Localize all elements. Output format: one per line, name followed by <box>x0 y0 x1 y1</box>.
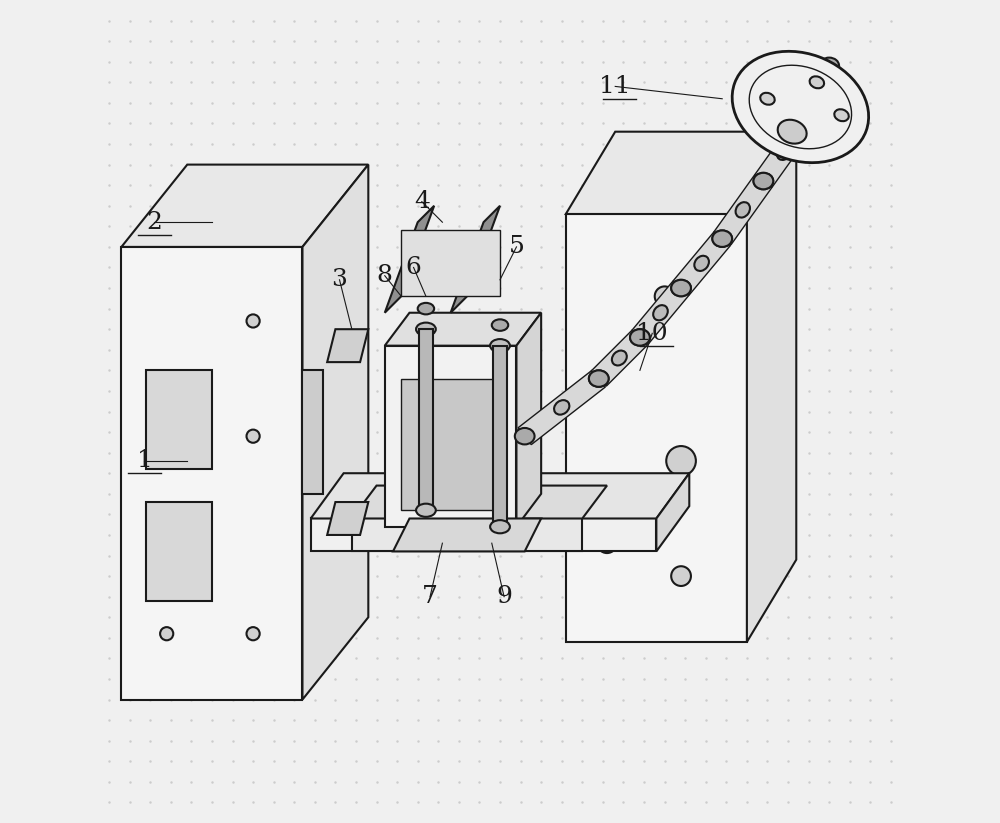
Ellipse shape <box>810 77 824 88</box>
Ellipse shape <box>612 351 627 365</box>
Polygon shape <box>451 206 500 313</box>
Polygon shape <box>673 232 730 295</box>
Polygon shape <box>518 370 605 444</box>
Ellipse shape <box>490 339 510 352</box>
Ellipse shape <box>760 93 775 105</box>
Ellipse shape <box>732 51 869 163</box>
Polygon shape <box>566 132 796 214</box>
Text: 5: 5 <box>509 235 524 258</box>
Ellipse shape <box>834 109 849 121</box>
Polygon shape <box>747 132 796 642</box>
Polygon shape <box>591 330 647 386</box>
Ellipse shape <box>416 323 436 336</box>
Text: 8: 8 <box>377 264 393 287</box>
Ellipse shape <box>515 428 535 444</box>
Ellipse shape <box>671 280 691 296</box>
Polygon shape <box>516 313 541 527</box>
Ellipse shape <box>819 58 839 74</box>
Ellipse shape <box>694 256 709 271</box>
Polygon shape <box>401 379 500 510</box>
Polygon shape <box>656 473 689 551</box>
Ellipse shape <box>490 520 510 533</box>
Text: 7: 7 <box>422 585 438 608</box>
Text: 10: 10 <box>636 322 668 345</box>
Ellipse shape <box>666 446 696 476</box>
Ellipse shape <box>416 504 436 517</box>
Polygon shape <box>121 247 302 700</box>
Ellipse shape <box>810 86 824 103</box>
Ellipse shape <box>554 400 569 415</box>
Ellipse shape <box>736 202 750 217</box>
Text: 4: 4 <box>414 190 430 213</box>
Polygon shape <box>385 346 516 527</box>
Text: 1: 1 <box>137 449 152 472</box>
Ellipse shape <box>247 627 260 640</box>
Ellipse shape <box>418 303 434 314</box>
Polygon shape <box>755 117 813 188</box>
Text: 6: 6 <box>406 256 422 279</box>
Polygon shape <box>302 165 368 700</box>
Text: 2: 2 <box>146 211 162 234</box>
Ellipse shape <box>597 533 617 553</box>
Polygon shape <box>393 518 541 551</box>
Ellipse shape <box>671 566 691 586</box>
Ellipse shape <box>655 286 674 306</box>
Bar <box>146 502 212 601</box>
Polygon shape <box>566 214 747 642</box>
Ellipse shape <box>795 115 814 132</box>
Ellipse shape <box>160 627 173 640</box>
Bar <box>146 370 212 469</box>
Ellipse shape <box>160 512 173 525</box>
Polygon shape <box>121 165 368 247</box>
Polygon shape <box>385 313 541 346</box>
Bar <box>493 346 507 527</box>
Ellipse shape <box>589 370 609 387</box>
Polygon shape <box>327 502 368 535</box>
Ellipse shape <box>753 173 773 189</box>
Ellipse shape <box>712 230 732 247</box>
Polygon shape <box>632 281 689 344</box>
Ellipse shape <box>653 305 668 320</box>
Ellipse shape <box>712 230 732 247</box>
Polygon shape <box>352 518 582 551</box>
Ellipse shape <box>247 314 260 328</box>
Ellipse shape <box>753 173 773 189</box>
Ellipse shape <box>492 319 508 331</box>
Polygon shape <box>302 370 323 494</box>
Ellipse shape <box>671 280 691 296</box>
Ellipse shape <box>589 370 609 387</box>
Ellipse shape <box>778 119 807 144</box>
Polygon shape <box>311 518 656 551</box>
Polygon shape <box>327 329 368 362</box>
Ellipse shape <box>795 115 814 132</box>
Polygon shape <box>795 62 839 128</box>
Ellipse shape <box>630 329 650 346</box>
Polygon shape <box>401 230 500 296</box>
Ellipse shape <box>247 430 260 443</box>
Polygon shape <box>352 486 607 518</box>
Text: 3: 3 <box>332 268 347 291</box>
Polygon shape <box>714 174 772 245</box>
Bar <box>419 329 433 510</box>
Ellipse shape <box>630 329 650 346</box>
Ellipse shape <box>777 145 791 160</box>
Text: 9: 9 <box>496 585 512 608</box>
Polygon shape <box>311 473 689 518</box>
Polygon shape <box>385 206 434 313</box>
Text: 11: 11 <box>599 75 631 98</box>
